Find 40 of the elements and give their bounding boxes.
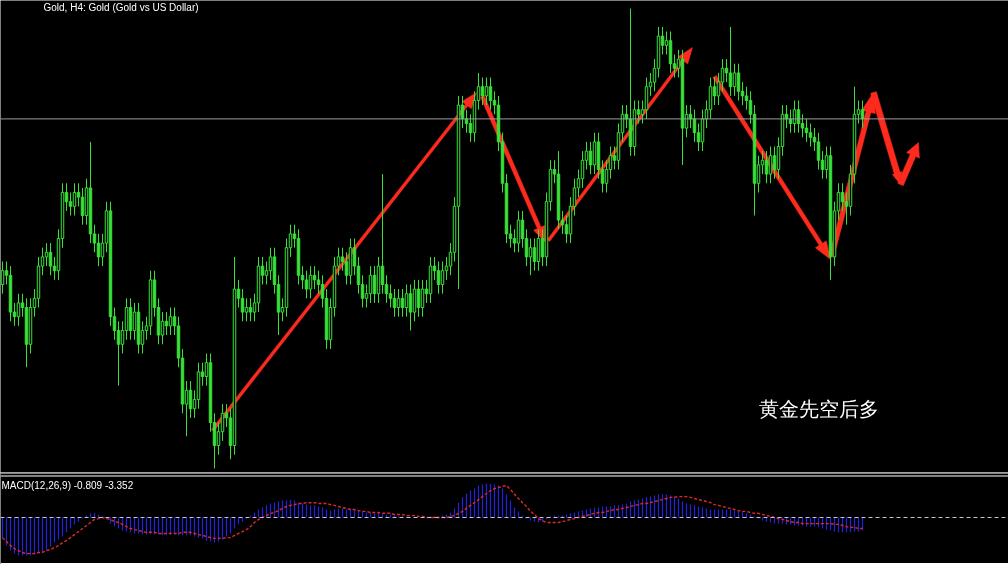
candlestick — [516, 210, 521, 253]
candlestick — [304, 270, 309, 299]
candlestick — [168, 307, 173, 336]
candlestick — [592, 132, 597, 175]
candlestick — [736, 63, 741, 101]
candlestick — [480, 77, 485, 106]
candlestick — [340, 247, 345, 272]
candlestick — [696, 123, 701, 152]
candlestick — [804, 118, 809, 143]
candlestick — [408, 284, 413, 331]
candlestick — [312, 265, 317, 290]
candlestick — [712, 77, 717, 106]
candlestick — [528, 238, 533, 276]
candlestick — [96, 233, 101, 267]
candlestick — [808, 123, 813, 147]
candlestick — [420, 279, 425, 318]
candlestick — [380, 173, 385, 295]
candlestick — [816, 132, 821, 170]
candlestick — [412, 279, 417, 322]
candlestick — [248, 297, 253, 322]
chart-title: MACD(12,26,9) -0.809 -3.352 — [1, 479, 134, 491]
candlestick — [388, 284, 393, 308]
candlestick — [244, 297, 249, 322]
candlestick — [80, 187, 85, 226]
candlestick — [588, 141, 593, 175]
candlestick — [716, 72, 721, 106]
candlestick — [484, 77, 489, 106]
candlestick — [68, 192, 73, 216]
annotation: 黄金先空后多 — [758, 396, 879, 421]
candlestick — [800, 113, 805, 138]
candlestick — [768, 146, 773, 184]
candlestick — [724, 58, 729, 83]
candlestick — [44, 242, 49, 267]
candlestick — [744, 86, 749, 111]
candlestick — [132, 302, 137, 341]
candlestick — [444, 256, 449, 281]
candlestick — [416, 279, 421, 318]
candlestick — [164, 311, 169, 336]
candlestick — [316, 270, 321, 295]
chart-title: Gold, H4: Gold (Gold vs US Dollar) — [43, 1, 199, 13]
